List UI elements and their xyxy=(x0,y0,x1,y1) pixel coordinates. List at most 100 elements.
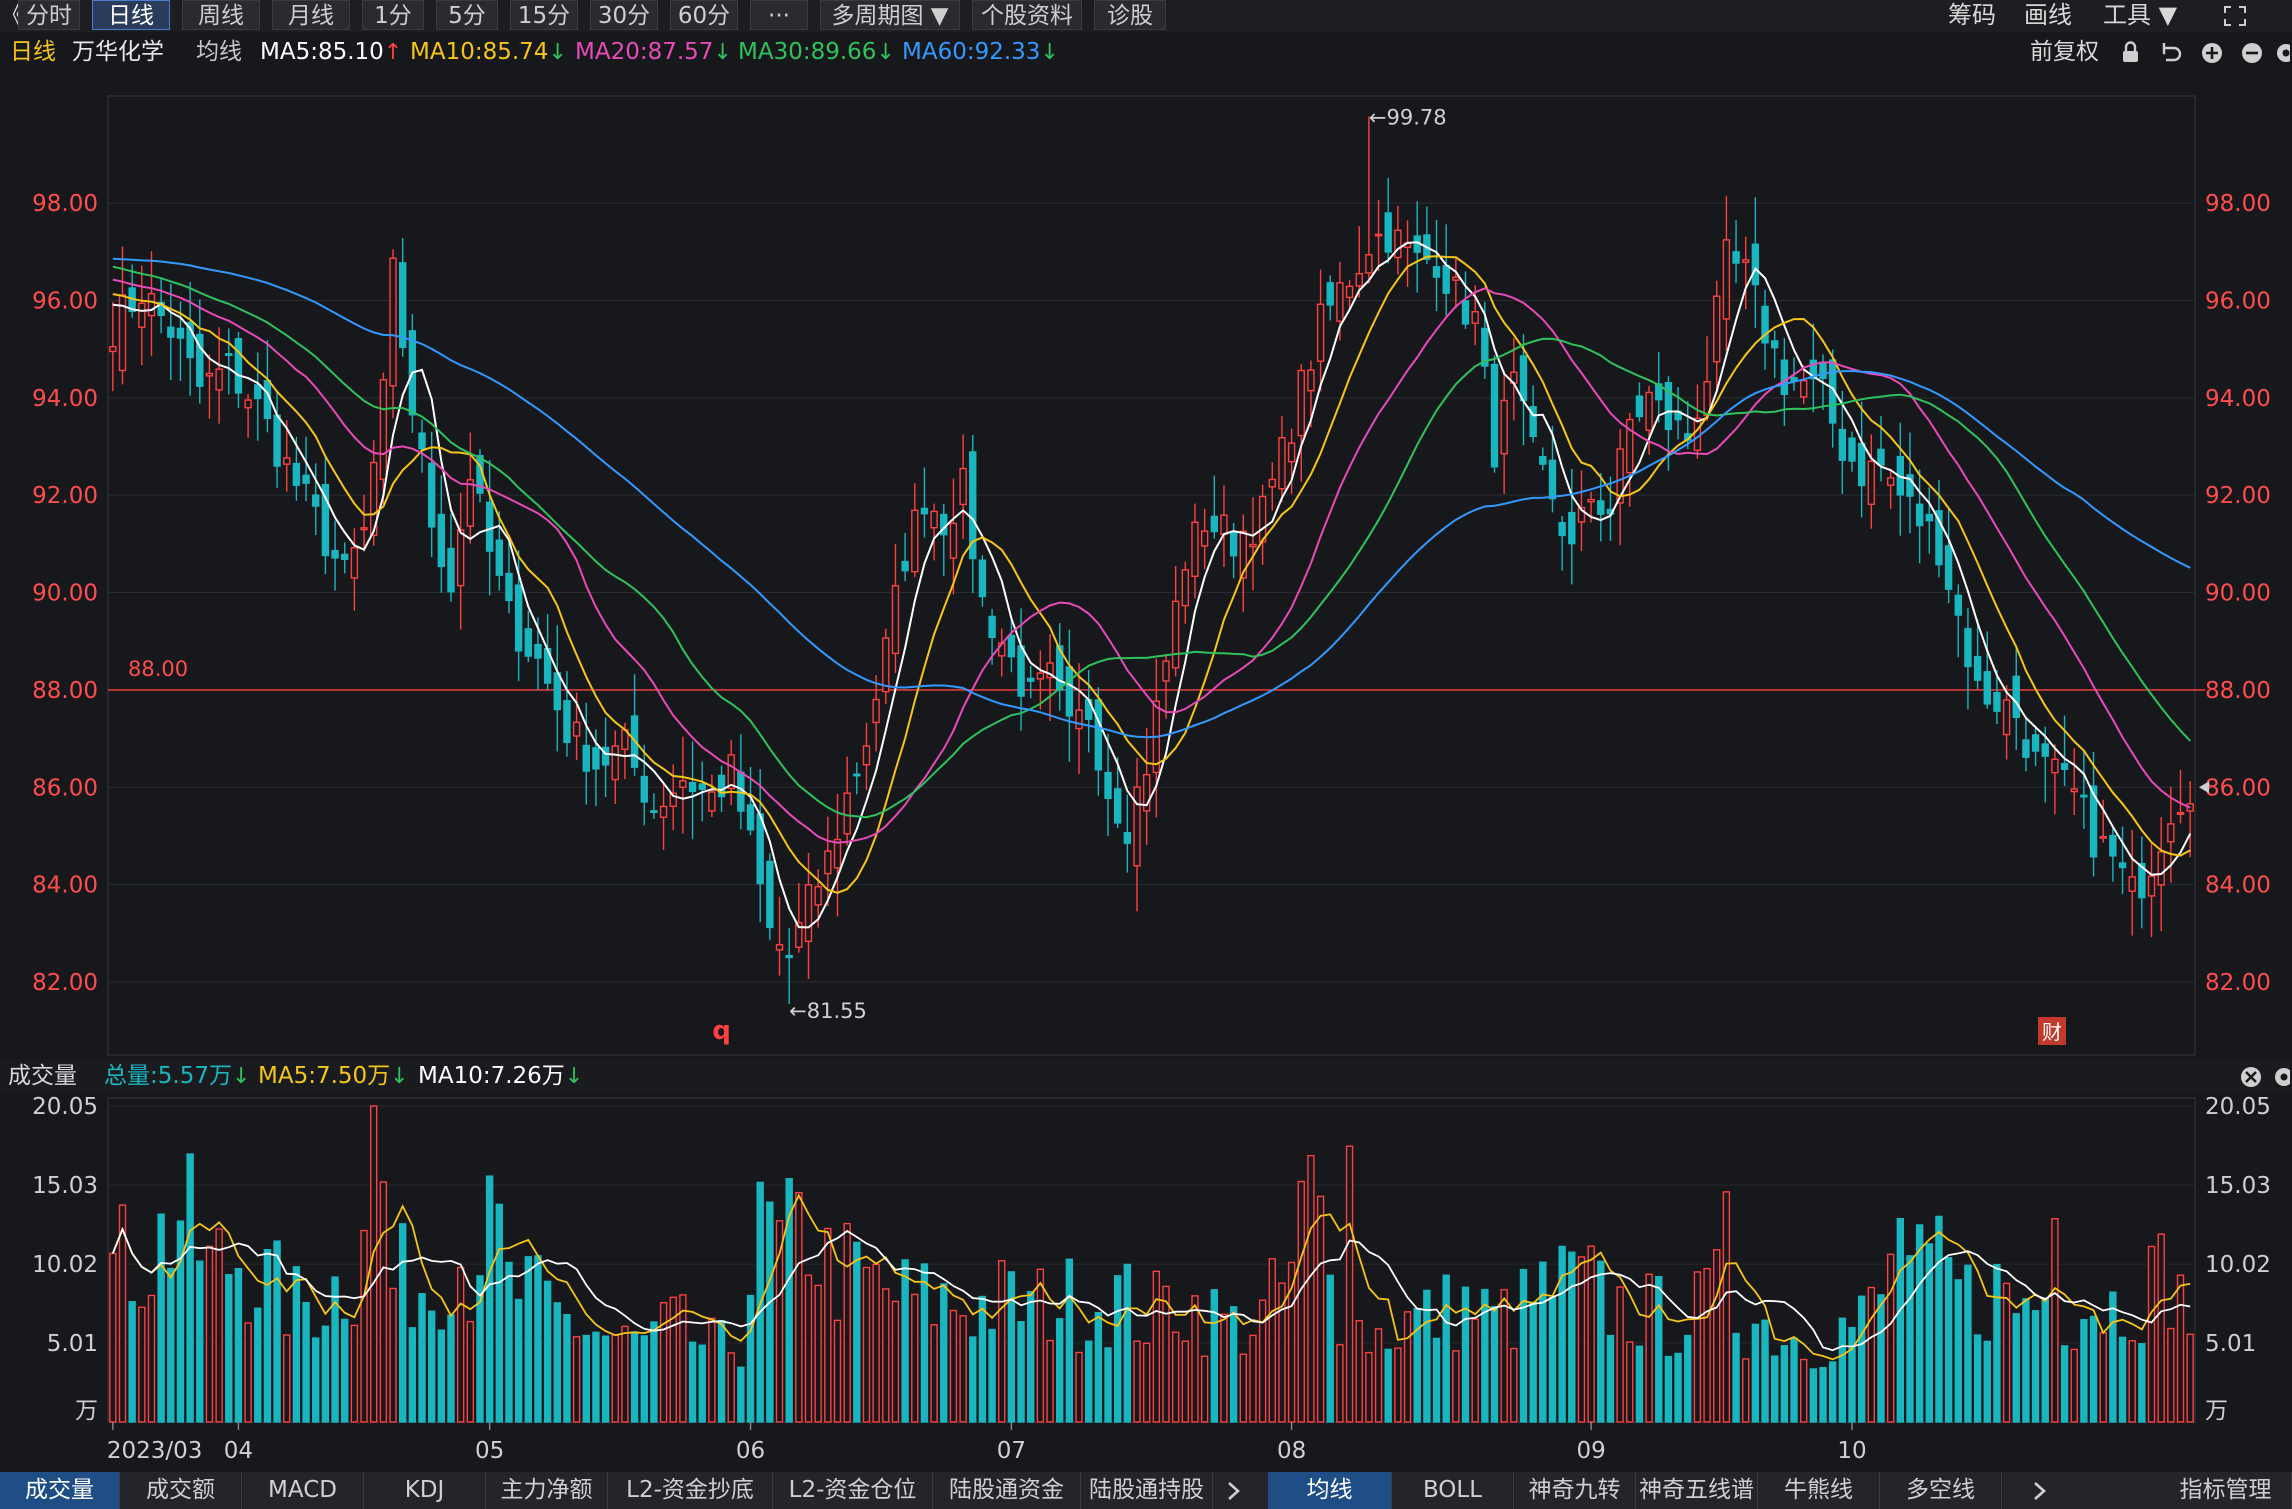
volume-bar[interactable] xyxy=(862,1266,871,1423)
volume-bar[interactable] xyxy=(447,1314,455,1423)
candle-body[interactable] xyxy=(447,547,455,593)
period-tab-8[interactable]: 60分 xyxy=(670,0,738,30)
volume-bar[interactable] xyxy=(408,1327,417,1423)
candle-body[interactable] xyxy=(1220,514,1228,536)
volume-bar[interactable] xyxy=(1403,1311,1412,1423)
candle-body[interactable] xyxy=(1993,691,2001,712)
volume-bar[interactable] xyxy=(2089,1315,2098,1423)
candle-body[interactable] xyxy=(1915,503,1924,527)
candle-body[interactable] xyxy=(1017,645,1025,697)
volume-bar[interactable] xyxy=(1558,1245,1566,1423)
event-marker-q[interactable]: q xyxy=(712,1016,731,1046)
volume-bar[interactable] xyxy=(1828,1361,1837,1423)
volume-bar[interactable] xyxy=(427,1310,436,1423)
volume-bar[interactable] xyxy=(1867,1286,1876,1423)
volume-bar[interactable] xyxy=(1742,1358,1750,1423)
volume-bar[interactable] xyxy=(1113,1275,1122,1423)
candle-body[interactable] xyxy=(109,346,117,353)
volume-bar[interactable] xyxy=(572,1336,581,1423)
volume-bar[interactable] xyxy=(824,1227,832,1423)
volume-bar[interactable] xyxy=(891,1300,900,1423)
candle-body[interactable] xyxy=(1742,259,1750,263)
zoom-in-icon[interactable] xyxy=(2202,43,2222,63)
volume-bar[interactable] xyxy=(621,1325,629,1423)
candle-body[interactable] xyxy=(514,584,523,652)
indicator-tab-5[interactable]: L2-资金抄底 xyxy=(608,1472,773,1509)
candle-body[interactable] xyxy=(1973,655,1982,681)
volume-bar[interactable] xyxy=(959,1315,967,1423)
volume-bar[interactable] xyxy=(205,1245,214,1423)
volume-bar[interactable] xyxy=(853,1241,861,1423)
volume-bar[interactable] xyxy=(1896,1217,1905,1423)
volume-bar[interactable] xyxy=(1481,1288,1489,1423)
candle-body[interactable] xyxy=(167,326,175,338)
candle-body[interactable] xyxy=(1307,369,1315,392)
candle-body[interactable] xyxy=(1374,233,1383,237)
volume-bar[interactable] xyxy=(1684,1334,1692,1423)
candle-body[interactable] xyxy=(427,462,436,528)
volume-bar[interactable] xyxy=(1345,1145,1354,1423)
candle-body[interactable] xyxy=(1075,709,1083,730)
candle-body[interactable] xyxy=(2147,875,2156,897)
candle-body[interactable] xyxy=(2002,699,2011,736)
chevron-right-icon-2[interactable] xyxy=(2030,1480,2050,1502)
candle-body[interactable] xyxy=(1857,442,1866,487)
volume-bar[interactable] xyxy=(1519,1268,1528,1423)
indicator-tab-8[interactable]: 陆股通持股 xyxy=(1081,1472,1213,1509)
period-tab-10[interactable]: 多周期图 ▼ xyxy=(820,0,960,30)
volume-bar[interactable] xyxy=(1906,1255,1914,1423)
volume-bar[interactable] xyxy=(843,1222,851,1423)
volume-bar[interactable] xyxy=(1017,1321,1025,1423)
volume-bar[interactable] xyxy=(2002,1282,2011,1423)
volume-bar[interactable] xyxy=(283,1334,291,1423)
candle-body[interactable] xyxy=(456,529,465,587)
volume-bar[interactable] xyxy=(215,1228,223,1423)
volume-bar[interactable] xyxy=(1616,1286,1624,1423)
volume-bar[interactable] xyxy=(1471,1318,1479,1423)
candle-body[interactable] xyxy=(1094,699,1103,771)
volume-bar[interactable] xyxy=(2012,1313,2020,1423)
volume-bar[interactable] xyxy=(1094,1311,1103,1423)
volume-bar[interactable] xyxy=(534,1255,542,1423)
candle-body[interactable] xyxy=(1645,391,1653,432)
candle-body[interactable] xyxy=(669,792,677,807)
period-tab-0[interactable]: 分时 xyxy=(18,0,80,30)
volume-bar[interactable] xyxy=(1761,1319,1769,1423)
candle-body[interactable] xyxy=(1046,662,1054,679)
period-tab-11[interactable]: 个股资料 xyxy=(972,0,1082,30)
volume-bar[interactable] xyxy=(2138,1343,2146,1423)
volume-bar[interactable] xyxy=(1655,1275,1663,1423)
volume-bar[interactable] xyxy=(466,1320,475,1423)
overlay-tab-2[interactable]: 神奇九转 xyxy=(1514,1472,1636,1509)
volume-bar[interactable] xyxy=(331,1276,339,1423)
candle-body[interactable] xyxy=(1355,272,1363,287)
candle-body[interactable] xyxy=(505,572,513,602)
candle-body[interactable] xyxy=(2060,762,2069,770)
volume-bar[interactable] xyxy=(118,1204,127,1423)
volume-bar[interactable] xyxy=(2147,1245,2156,1423)
volume-bar[interactable] xyxy=(128,1301,136,1423)
candle-body[interactable] xyxy=(1229,532,1238,557)
candle-body[interactable] xyxy=(563,700,571,743)
candle-body[interactable] xyxy=(1171,600,1180,669)
chips-button[interactable]: 筹码 xyxy=(1948,1,1996,29)
volume-bar[interactable] xyxy=(775,1220,784,1423)
volume-bar[interactable] xyxy=(1993,1263,2001,1423)
volume-bar[interactable] xyxy=(737,1366,745,1423)
volume-bar[interactable] xyxy=(1925,1243,1933,1423)
volume-bar[interactable] xyxy=(1268,1258,1276,1423)
candle-body[interactable] xyxy=(708,791,716,812)
candle-body[interactable] xyxy=(833,838,842,869)
volume-bar[interactable] xyxy=(1152,1270,1161,1423)
candle-body[interactable] xyxy=(1142,773,1151,812)
candle-body[interactable] xyxy=(389,257,397,387)
candle-body[interactable] xyxy=(1461,300,1470,325)
candle-body[interactable] xyxy=(331,549,339,559)
candle-body[interactable] xyxy=(1278,437,1286,490)
volume-bar[interactable] xyxy=(1751,1323,1760,1423)
volume-bar[interactable] xyxy=(1181,1340,1190,1423)
candle-body[interactable] xyxy=(1481,327,1489,367)
candle-body[interactable] xyxy=(1200,530,1209,547)
candle-body[interactable] xyxy=(1954,594,1962,616)
volume-bar[interactable] xyxy=(988,1328,996,1423)
